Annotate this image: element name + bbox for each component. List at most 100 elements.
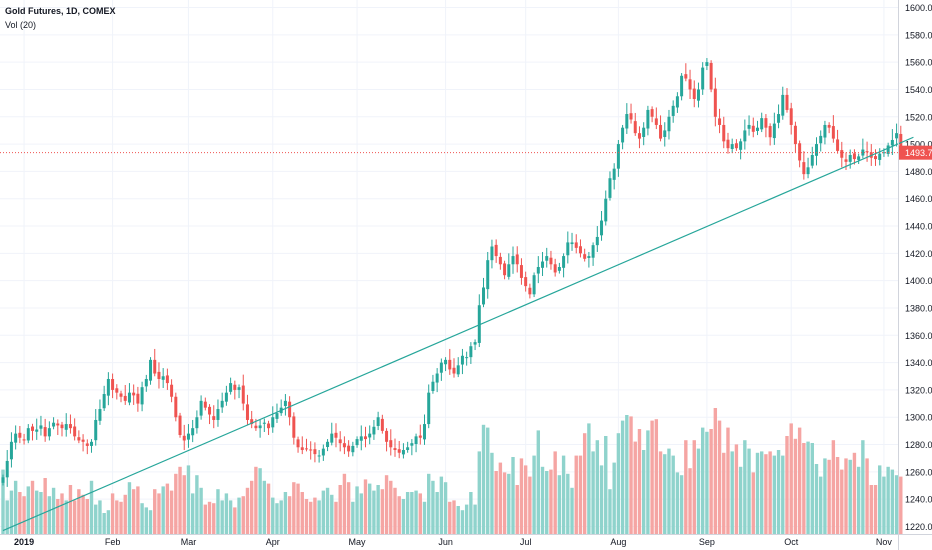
volume-bar bbox=[700, 427, 705, 534]
candle-body bbox=[768, 126, 772, 138]
volume-bar bbox=[56, 499, 60, 534]
volume-bar bbox=[827, 459, 831, 534]
candle-body bbox=[874, 156, 878, 160]
volume-bar bbox=[401, 499, 406, 534]
volume-bar bbox=[582, 433, 587, 534]
volume-bar bbox=[667, 448, 671, 534]
symbol-title[interactable]: Gold Futures, 1D, COMEX bbox=[5, 6, 116, 16]
candle-body bbox=[254, 425, 258, 429]
volume-bar bbox=[224, 493, 229, 534]
volume-bar bbox=[98, 500, 102, 534]
volume-bar bbox=[68, 485, 73, 534]
volume-bar bbox=[722, 452, 726, 534]
time-axis[interactable]: 2019 Feb Mar Apr May Jun Jul Aug Sep Oct Nov bbox=[0, 534, 932, 548]
volume-bar bbox=[713, 408, 718, 534]
volume-bar bbox=[574, 455, 578, 534]
y-tick-label: 1460.0 bbox=[905, 194, 932, 204]
candle-body bbox=[39, 425, 43, 429]
volume-bar bbox=[730, 451, 734, 534]
volume-bar bbox=[785, 436, 789, 534]
candle-body bbox=[701, 67, 705, 90]
volume-bar bbox=[110, 493, 115, 534]
volume-bar bbox=[216, 489, 220, 534]
volume-bar bbox=[418, 493, 422, 534]
candle-body bbox=[435, 373, 439, 383]
candle-body bbox=[448, 359, 452, 370]
volume-bar bbox=[115, 500, 119, 534]
candle-body bbox=[456, 365, 460, 375]
volume-bar bbox=[705, 431, 709, 534]
volume-bar bbox=[637, 429, 642, 534]
candle-body bbox=[300, 447, 304, 451]
candle-body bbox=[490, 246, 494, 261]
candle-body bbox=[372, 426, 376, 435]
candle-body bbox=[68, 424, 72, 429]
volume-bar bbox=[835, 457, 840, 534]
volume-bar bbox=[241, 496, 245, 534]
volume-bar bbox=[810, 443, 814, 534]
volume-bar bbox=[578, 455, 583, 534]
candle-body bbox=[296, 439, 300, 448]
candle-body bbox=[806, 167, 810, 175]
candle-body bbox=[330, 433, 334, 443]
candle-body bbox=[321, 448, 325, 456]
volume-bar bbox=[283, 492, 288, 534]
volume-bar bbox=[633, 441, 637, 534]
volume-bar bbox=[169, 490, 174, 534]
candle-body bbox=[203, 401, 207, 408]
volume-bar bbox=[249, 480, 254, 534]
volume-bar bbox=[477, 451, 481, 534]
volume-bar bbox=[106, 510, 111, 534]
volume-bar bbox=[376, 485, 380, 534]
volume-bar bbox=[663, 454, 667, 534]
volume-study-label[interactable]: Vol (20) bbox=[5, 20, 37, 30]
volume-bar bbox=[612, 462, 616, 534]
candle-body bbox=[355, 439, 359, 446]
volume-bar bbox=[852, 452, 857, 534]
volume-bar bbox=[363, 479, 368, 534]
candle-body bbox=[852, 153, 856, 160]
candle-body bbox=[271, 417, 275, 428]
candle-body bbox=[751, 125, 755, 132]
volume-bar bbox=[789, 423, 793, 534]
candle-body bbox=[418, 435, 422, 438]
volume-bar bbox=[532, 455, 536, 534]
candle-body bbox=[31, 426, 35, 431]
volume-bar bbox=[127, 482, 132, 534]
candle-body bbox=[469, 346, 473, 358]
candle-body bbox=[494, 244, 498, 257]
volume-bar bbox=[536, 430, 541, 534]
volume-bar bbox=[519, 458, 524, 534]
volume-bar bbox=[570, 487, 574, 534]
price-axis[interactable]: 1220.0 1240.0 1260.0 1280.0 1300.0 1320.0 1340… bbox=[898, 0, 932, 550]
candle-body bbox=[819, 135, 823, 144]
volume-bar bbox=[102, 513, 106, 534]
candle-body bbox=[326, 441, 330, 448]
candle-body bbox=[351, 445, 355, 453]
candle-body bbox=[532, 275, 536, 295]
candle-body bbox=[220, 400, 224, 408]
candle-body bbox=[629, 113, 633, 120]
candle-body bbox=[342, 443, 346, 448]
y-tick-label: 1420.0 bbox=[905, 249, 932, 259]
candle-body bbox=[288, 401, 292, 418]
volume-bar bbox=[595, 440, 600, 534]
x-tick-label: Feb bbox=[105, 537, 121, 547]
candle-body bbox=[798, 143, 802, 161]
volume-bar bbox=[625, 415, 629, 534]
candle-body bbox=[102, 394, 106, 409]
volume-bar bbox=[51, 487, 56, 534]
candle-body bbox=[132, 392, 136, 396]
volume-bar bbox=[153, 489, 157, 534]
volume-bar bbox=[587, 423, 591, 534]
x-tick-label: May bbox=[349, 537, 367, 547]
volume-bar bbox=[734, 444, 739, 534]
volume-bar bbox=[81, 494, 85, 534]
candle-body bbox=[722, 124, 726, 142]
volume-bar bbox=[199, 487, 203, 534]
candle-body bbox=[747, 124, 751, 129]
volume-bar bbox=[60, 493, 64, 534]
candle-body bbox=[671, 105, 675, 116]
